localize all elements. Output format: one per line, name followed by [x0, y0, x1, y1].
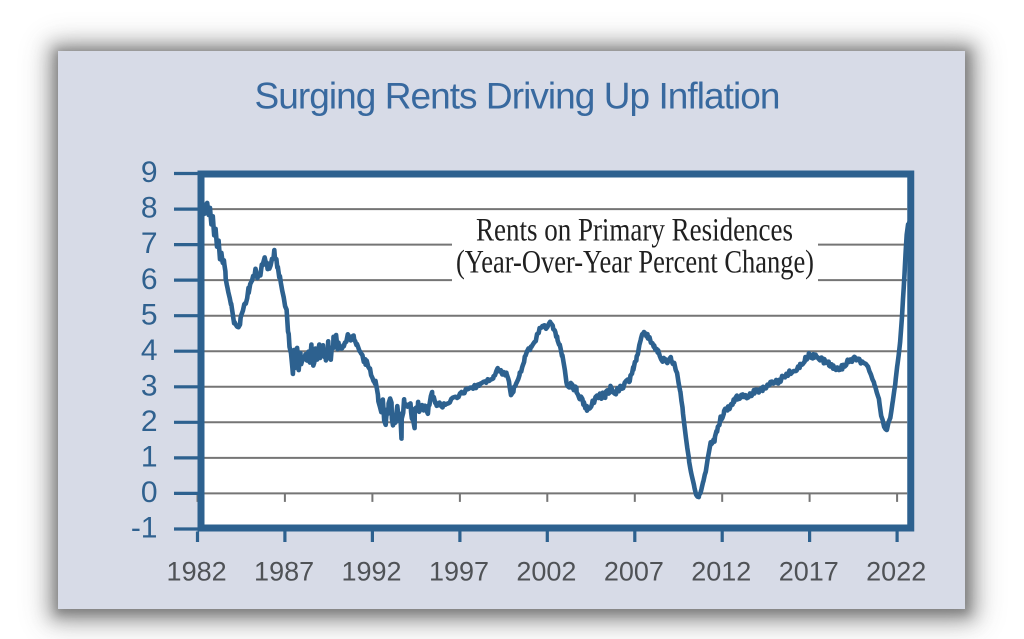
svg-text:2012: 2012 [691, 556, 751, 586]
svg-text:2017: 2017 [779, 556, 839, 586]
svg-text:(Year-Over-Year Percent Change: (Year-Over-Year Percent Change) [456, 245, 814, 281]
svg-text:7: 7 [141, 227, 158, 260]
svg-text:2: 2 [141, 405, 158, 438]
svg-text:1997: 1997 [429, 556, 489, 586]
svg-text:1987: 1987 [254, 556, 314, 586]
svg-text:0: 0 [141, 476, 158, 509]
svg-text:-1: -1 [131, 512, 158, 545]
svg-text:3: 3 [141, 369, 158, 402]
svg-text:Rents on Primary Residences: Rents on Primary Residences [476, 213, 793, 249]
svg-text:2022: 2022 [866, 556, 926, 586]
svg-text:1: 1 [141, 441, 158, 474]
svg-text:Surging Rents Driving Up Infla: Surging Rents Driving Up Inflation [254, 75, 779, 116]
svg-text:2007: 2007 [604, 556, 664, 586]
svg-text:5: 5 [141, 298, 158, 331]
svg-text:1992: 1992 [341, 556, 401, 586]
svg-text:4: 4 [141, 334, 158, 367]
svg-text:9: 9 [141, 156, 158, 189]
svg-text:2002: 2002 [516, 556, 576, 586]
svg-text:1982: 1982 [167, 556, 227, 586]
svg-text:8: 8 [141, 192, 158, 225]
svg-text:6: 6 [141, 263, 158, 296]
